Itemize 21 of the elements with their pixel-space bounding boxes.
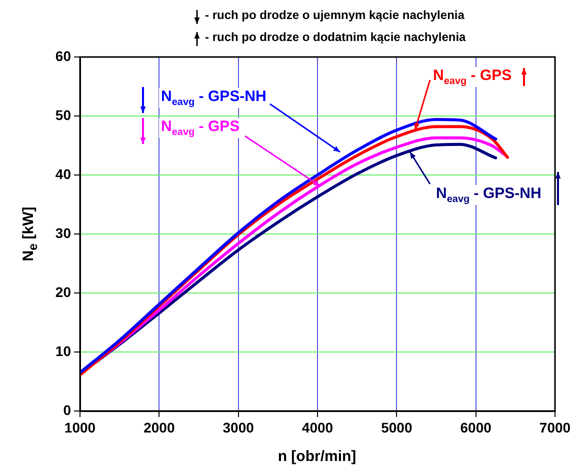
- y-tick-label: 60: [55, 48, 72, 64]
- text: - ruch po drodze o ujemnym kącie nachylenia: [205, 8, 464, 22]
- x-tick-label: 4000: [302, 419, 334, 436]
- x-tick-label: 7000: [539, 419, 571, 436]
- y-tick-label: 0: [63, 402, 72, 418]
- text: N$_{eavg}$ - GPS-NH: [434, 185, 544, 205]
- y-tick-label: 50: [55, 106, 72, 123]
- x-tick-label: 1000: [64, 419, 96, 436]
- y-tick-label: 40: [55, 166, 72, 182]
- y-tick-label: 10: [55, 342, 72, 359]
- x-tick-label: 5000: [381, 419, 412, 436]
- x-tick-label: 2000: [144, 419, 175, 436]
- x-tick-label: 3000: [222, 419, 254, 436]
- y-tick-label: 20: [55, 284, 72, 300]
- legend-label: N$_{eavg}$ - GPS-NH: [159, 88, 268, 108]
- x-axis-title: n [obr/min]: [278, 448, 356, 465]
- text: N$_{eavg}$ - GPS: [431, 67, 514, 87]
- x-tick-label: 6000: [460, 419, 492, 436]
- y-tick-label: 30: [55, 224, 72, 241]
- text: - ruch po drodze o dodatnim kącie nachylenia: [205, 30, 466, 44]
- legend-label: N$_{eavg}$ - GPS: [159, 118, 242, 138]
